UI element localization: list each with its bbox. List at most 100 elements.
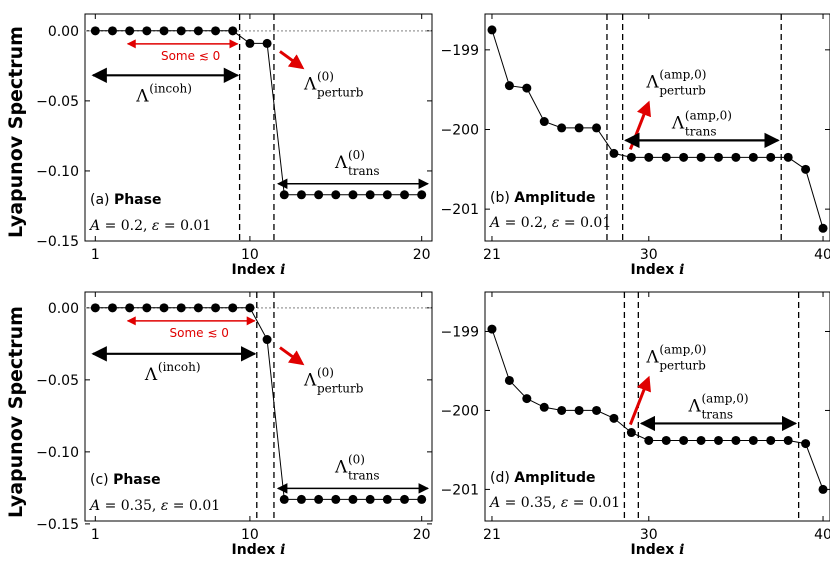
panel-title: (d) Amplitude	[490, 470, 595, 486]
data-point	[661, 435, 671, 445]
data-point	[142, 26, 152, 36]
data-point	[107, 26, 117, 36]
x-tick-label: 10	[241, 247, 259, 263]
data-point	[504, 375, 514, 385]
data-point	[731, 152, 741, 162]
amp-perturb-label-symbol: Λ	[645, 72, 659, 92]
amp-perturb-label: Λ (amp,0) perturb	[645, 67, 706, 97]
data-point	[382, 494, 392, 504]
data-point	[487, 25, 497, 35]
trans-label-symbol: Λ	[334, 457, 348, 477]
data-point	[125, 303, 135, 313]
data-point	[90, 303, 100, 313]
data-point	[262, 38, 272, 48]
amp-trans-label-symbol: Λ	[671, 113, 685, 133]
x-tick-label: 40	[814, 527, 830, 543]
data-point	[348, 190, 358, 200]
some-label: Some ≲ 0	[161, 49, 220, 63]
data-point	[211, 26, 221, 36]
amp-perturb-label-sub: perturb	[659, 83, 706, 97]
data-point	[279, 190, 289, 200]
amp-trans-label-sub: trans	[701, 407, 733, 421]
amp-perturb-arrow	[628, 375, 651, 426]
data-point	[574, 405, 584, 415]
data-point	[400, 190, 410, 200]
incoh-label-sup: (incoh)	[158, 360, 201, 374]
trans-label: Λ (0) trans	[334, 452, 380, 482]
incoh-label-symbol: Λ	[144, 365, 158, 385]
x-tick-label: 30	[640, 527, 658, 543]
plot-frame	[484, 13, 830, 242]
data-point	[314, 494, 324, 504]
y-tick-label: −201	[441, 482, 479, 498]
data-point	[382, 190, 392, 200]
x-tick-label: 21	[483, 247, 501, 263]
data-point	[193, 303, 203, 313]
data-point	[487, 324, 497, 334]
panel-params: A = 0.35, ε = 0.01	[88, 498, 220, 514]
y-tick-label: −0.05	[36, 373, 79, 389]
x-tick-label: 1	[91, 527, 100, 543]
data-point	[818, 484, 828, 494]
data-point	[748, 152, 758, 162]
amp-trans-label-symbol: Λ	[687, 396, 701, 416]
x-tick-label: 20	[413, 247, 431, 263]
amp-perturb-label: Λ (amp,0) perturb	[645, 343, 706, 373]
data-point	[125, 26, 135, 36]
data-point	[296, 190, 306, 200]
data-point	[400, 494, 410, 504]
panel-params: A = 0.2, ε = 0.01	[488, 215, 611, 231]
perturb-label: Λ (0) perturb	[303, 69, 364, 99]
amp-perturb-arrow	[628, 100, 651, 150]
data-point	[783, 152, 793, 162]
y-tick-label: 0.00	[48, 301, 79, 317]
data-point	[107, 303, 117, 313]
data-point	[679, 435, 689, 445]
perturb-label-sup: (0)	[317, 69, 334, 83]
trans-label-sub: trans	[348, 164, 380, 178]
data-point	[331, 190, 341, 200]
data-point	[818, 223, 828, 233]
trans-label-sub: trans	[348, 468, 380, 482]
panel-params: A = 0.35, ε = 0.01	[488, 495, 620, 511]
trans-label-sup: (0)	[348, 452, 365, 466]
data-point	[713, 152, 723, 162]
data-point	[539, 117, 549, 127]
amp-trans-label-sup: (amp,0)	[685, 108, 732, 122]
data-point	[766, 435, 776, 445]
plot-frame	[84, 13, 433, 242]
data-point	[766, 152, 776, 162]
data-point	[679, 152, 689, 162]
data-point	[592, 405, 602, 415]
y-tick-label: −199	[441, 43, 479, 59]
data-point	[176, 303, 186, 313]
data-point	[748, 435, 758, 445]
panel-a-phase: 0.00 −0.05 −0.10 −0.15 1 10 20 Index i (a) Phase…	[36, 13, 433, 278]
panel-c-phase: 0.00 −0.05 −0.10 −0.15 1 10 20 Index i (c) Phase…	[36, 291, 433, 558]
data-point	[211, 303, 221, 313]
y-axis-label-top: Lyapunov Spectrum	[5, 26, 27, 238]
x-axis-label: Index i	[232, 262, 286, 278]
x-axis-label: Index i	[631, 262, 685, 278]
data-point	[731, 435, 741, 445]
y-tick-label: −0.15	[36, 517, 79, 533]
data-point	[159, 26, 169, 36]
amp-trans-label-sub: trans	[685, 124, 717, 138]
y-tick-label: 0.00	[48, 24, 79, 40]
y-tick-label: −200	[441, 122, 479, 138]
data-point	[417, 190, 427, 200]
data-point	[279, 494, 289, 504]
data-point	[626, 428, 636, 438]
plot-frame	[84, 291, 433, 522]
data-point	[193, 26, 203, 36]
data-point	[417, 494, 427, 504]
data-point	[609, 148, 619, 158]
x-axis-label: Index i	[232, 542, 286, 558]
incoh-label: Λ (incoh)	[135, 81, 192, 106]
y-tick-label: −0.05	[36, 94, 79, 110]
data-point	[696, 152, 706, 162]
data-point	[365, 190, 375, 200]
amp-trans-label-sup: (amp,0)	[701, 391, 748, 405]
data-point	[262, 335, 272, 345]
